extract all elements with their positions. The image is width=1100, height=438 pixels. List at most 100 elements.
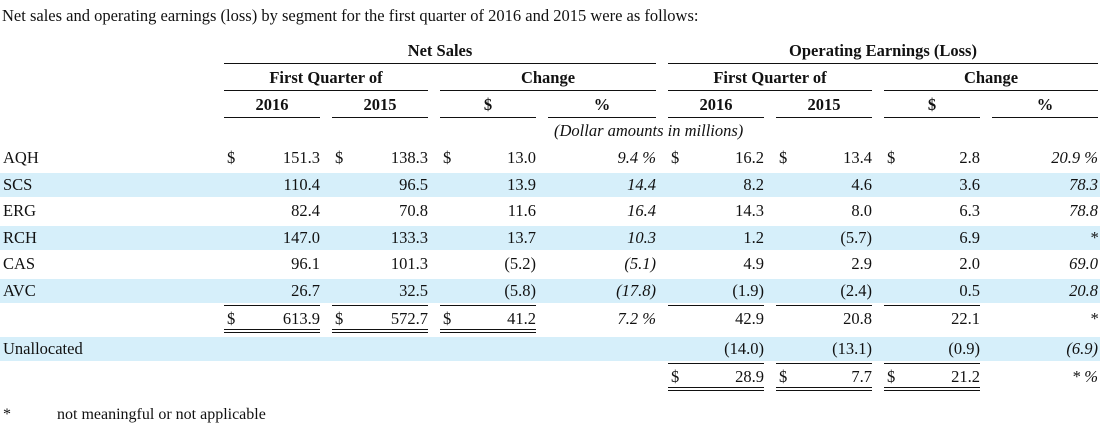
value-cell: (5.7) <box>840 228 872 247</box>
value-cell: 8.0 <box>851 201 872 220</box>
percent-cell: 7.2 % <box>617 309 657 328</box>
double-underline <box>440 329 536 333</box>
value-cell: (5.2) <box>504 254 536 273</box>
value-cell: 42.9 <box>735 309 764 328</box>
currency-symbol: $ <box>779 148 788 167</box>
header-net-sales: Net Sales <box>407 41 473 60</box>
units-caption: (Dollar amounts in millions) <box>554 121 744 140</box>
segment-label: AVC <box>3 281 36 300</box>
header-pct-oe: % <box>1036 95 1054 114</box>
currency-symbol: $ <box>335 148 344 167</box>
value-cell: 4.9 <box>743 254 764 273</box>
value-cell: 151.3 <box>282 148 320 167</box>
single-underline <box>776 305 872 306</box>
value-cell: 110.4 <box>283 175 320 194</box>
rule-first-quarter-oe <box>668 90 872 91</box>
header-operating: Operating Earnings (Loss) <box>789 41 977 60</box>
rule-2015-ns <box>332 117 428 118</box>
double-underline <box>776 387 872 391</box>
percent-cell: 69.0 <box>1069 254 1098 273</box>
header-change-ns: Change <box>520 68 576 87</box>
value-cell: 13.9 <box>507 175 536 194</box>
row-highlight <box>0 226 1100 250</box>
value-cell: 147.0 <box>282 228 320 247</box>
single-underline <box>668 363 764 364</box>
footnote-text: not meaningful or not applicable <box>57 406 266 423</box>
segment-label: RCH <box>3 228 37 247</box>
percent-cell: (6.9) <box>1066 339 1098 358</box>
value-cell: (1.9) <box>732 281 764 300</box>
value-cell: 96.1 <box>291 254 320 273</box>
header-2015-ns: 2015 <box>363 95 397 114</box>
currency-symbol: $ <box>779 367 788 386</box>
value-cell: 22.1 <box>951 309 980 328</box>
currency-symbol: $ <box>887 367 896 386</box>
row-highlight <box>0 173 1100 197</box>
single-underline <box>440 305 536 306</box>
header-2015-oe: 2015 <box>807 95 841 114</box>
value-cell: 13.7 <box>507 228 536 247</box>
currency-symbol: $ <box>335 309 344 328</box>
percent-cell: * % <box>1071 367 1098 386</box>
percent-cell: * <box>1089 309 1098 328</box>
value-cell: 6.9 <box>959 228 980 247</box>
percent-cell: 78.3 <box>1069 175 1098 194</box>
value-cell: 13.4 <box>843 148 872 167</box>
value-cell: 11.6 <box>507 201 536 220</box>
value-cell: 2.9 <box>851 254 872 273</box>
rule-change-oe <box>884 90 1098 91</box>
segment-label: SCS <box>3 175 33 194</box>
value-cell: 13.0 <box>507 148 536 167</box>
value-cell: (2.4) <box>840 281 872 300</box>
header-first-quarter-oe: First Quarter of <box>713 68 827 87</box>
rule-operating <box>668 63 1098 64</box>
header-dollar-ns: $ <box>483 95 493 114</box>
rule-pct-ns <box>548 117 656 118</box>
double-underline <box>668 387 764 391</box>
value-cell: 32.5 <box>399 281 428 300</box>
rule-dollar-ns <box>440 117 536 118</box>
single-underline <box>776 363 872 364</box>
segment-label: CAS <box>3 254 36 273</box>
value-cell: (13.1) <box>832 339 872 358</box>
single-underline <box>332 305 428 306</box>
currency-symbol: $ <box>671 148 680 167</box>
header-change-oe: Change <box>963 68 1019 87</box>
value-cell: 1.2 <box>743 228 764 247</box>
value-cell: 28.9 <box>735 367 764 386</box>
header-pct-ns: % <box>593 95 611 114</box>
rule-net-sales <box>224 63 656 64</box>
value-cell: 20.8 <box>843 309 872 328</box>
value-cell: 101.3 <box>390 254 428 273</box>
percent-cell: 10.3 <box>627 228 656 247</box>
percent-cell: (17.8) <box>616 281 656 300</box>
value-cell: 2.0 <box>959 254 980 273</box>
header-2016-oe: 2016 <box>699 95 733 114</box>
header-dollar-oe: $ <box>927 95 937 114</box>
percent-cell: * <box>1089 228 1098 247</box>
value-cell: 133.3 <box>390 228 428 247</box>
currency-symbol: $ <box>887 148 896 167</box>
segment-label: AQH <box>3 148 39 167</box>
double-underline <box>224 329 320 333</box>
segment-label: ERG <box>3 201 36 220</box>
value-cell: 2.8 <box>959 148 980 167</box>
intro-text: Net sales and operating earnings (loss) … <box>2 6 699 25</box>
percent-cell: 20.9 % <box>1051 148 1098 167</box>
percent-cell: (5.1) <box>624 254 656 273</box>
value-cell: (5.8) <box>504 281 536 300</box>
percent-cell: 78.8 <box>1069 201 1098 220</box>
value-cell: (14.0) <box>724 339 764 358</box>
value-cell: 138.3 <box>390 148 428 167</box>
single-underline <box>884 305 980 306</box>
double-underline <box>884 387 980 391</box>
percent-cell: 14.4 <box>627 175 656 194</box>
currency-symbol: $ <box>443 309 452 328</box>
value-cell: 572.7 <box>390 309 428 328</box>
currency-symbol: $ <box>227 148 236 167</box>
value-cell: 4.6 <box>851 175 872 194</box>
value-cell: 26.7 <box>291 281 320 300</box>
rule-first-quarter-ns <box>224 90 428 91</box>
row-highlight <box>0 279 1100 303</box>
single-underline <box>668 305 764 306</box>
